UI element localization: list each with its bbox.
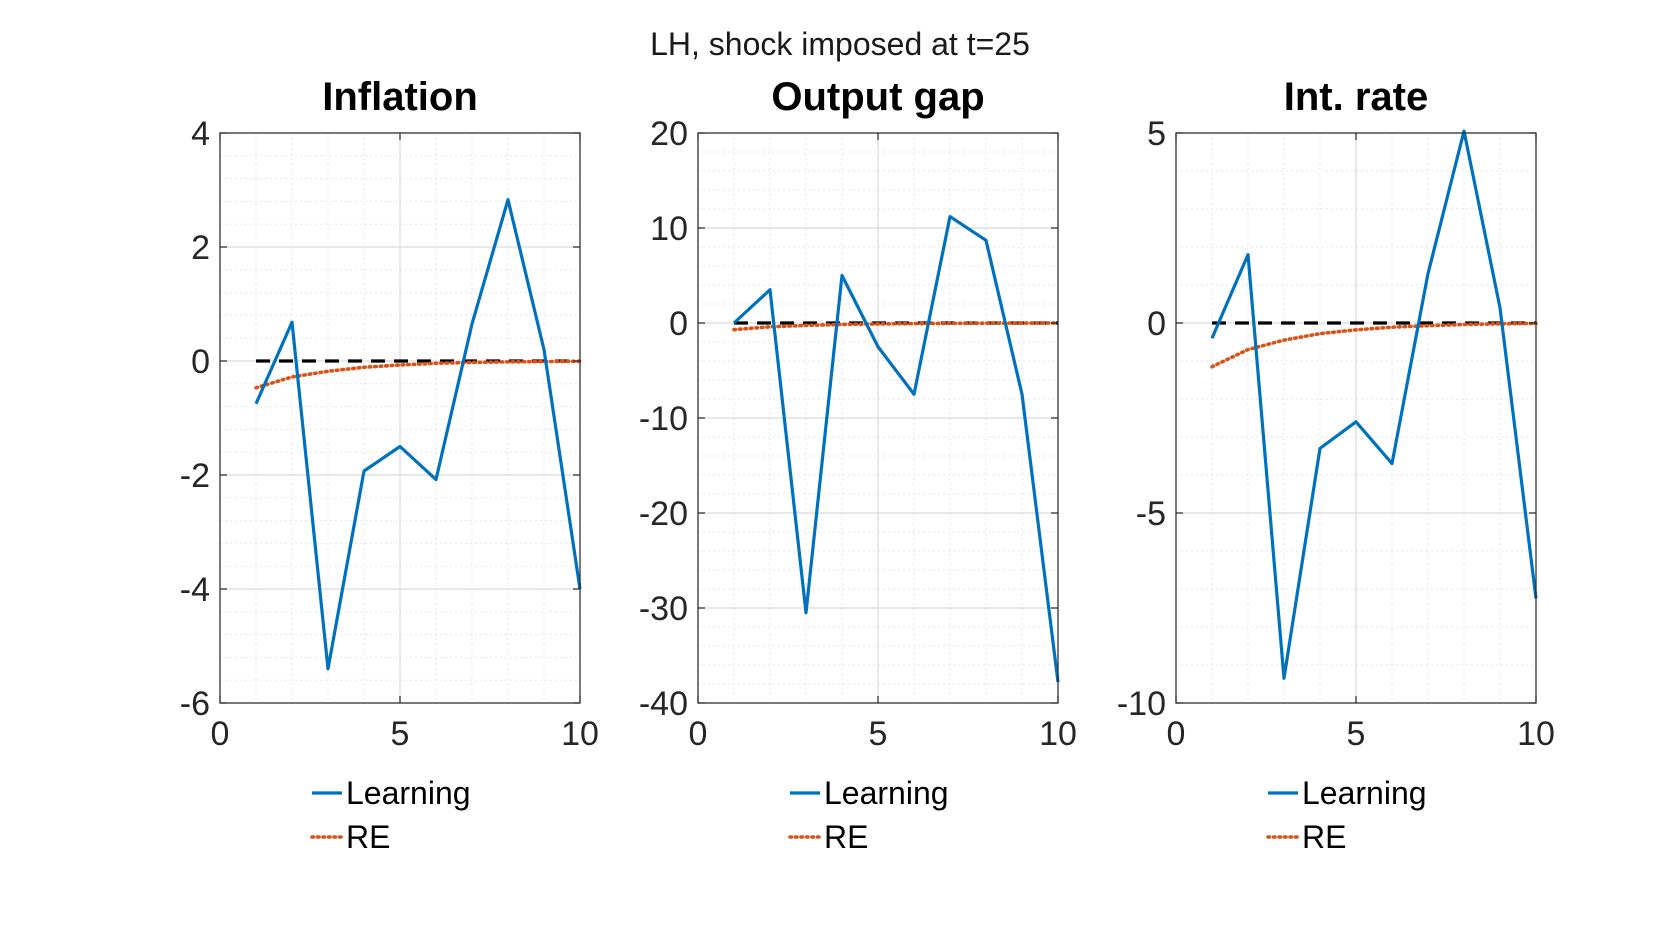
y-tick-label: 20 [650, 115, 688, 153]
y-tick-label: -30 [639, 590, 688, 628]
tick-marks [1175, 132, 1537, 704]
y-tick-label: -10 [639, 400, 688, 438]
y-tick-label: 4 [191, 115, 210, 153]
x-tick-label: 10 [1039, 715, 1077, 753]
series-line-learning [732, 215, 1060, 683]
x-tick-label: 0 [689, 715, 708, 753]
series-line-learning [1210, 129, 1538, 680]
y-tick-label: 0 [191, 343, 210, 381]
x-tick-label: 0 [1167, 715, 1186, 753]
panel-3: 0 5 10 -10 -5 0 5 Int. rate Learning RE [1117, 75, 1555, 855]
x-tick-label: 5 [391, 715, 410, 753]
x-tick-label: 5 [1347, 715, 1366, 753]
x-tick-label: 5 [869, 715, 888, 753]
panel-title: Output gap [771, 75, 984, 119]
x-tick-label: 10 [561, 715, 599, 753]
legend-label-learning: Learning [1302, 775, 1427, 811]
figure-title: LH, shock imposed at t=25 [650, 26, 1030, 62]
tick-marks [219, 132, 581, 704]
y-tick-label: -5 [1136, 495, 1166, 533]
panel-2: 0 5 10 -40 -30 -20 -10 0 10 20 Output gap Learning R… [639, 75, 1077, 855]
y-tick-label: 10 [650, 210, 688, 248]
panel-title: Int. rate [1284, 75, 1428, 119]
tick-marks [697, 132, 1059, 704]
panel-1: 0 5 10 -6 -4 -2 0 2 4 Inflation Learning RE [180, 75, 599, 855]
legend: Learning RE [788, 775, 949, 855]
y-tick-label: 5 [1147, 115, 1166, 153]
series-line-learning [254, 198, 582, 671]
panel-title: Inflation [322, 75, 478, 119]
legend-label-re: RE [824, 819, 868, 855]
x-tick-label: 10 [1517, 715, 1555, 753]
y-tick-label: -4 [180, 571, 210, 609]
x-tick-label: 0 [211, 715, 230, 753]
legend-label-learning: Learning [824, 775, 949, 811]
legend-label-re: RE [346, 819, 390, 855]
y-tick-label: 0 [669, 305, 688, 343]
series-line-re [1210, 321, 1538, 369]
y-tick-label: -10 [1117, 685, 1166, 723]
y-tick-label: -40 [639, 685, 688, 723]
y-tick-label: 2 [191, 229, 210, 267]
legend: Learning RE [1266, 775, 1427, 855]
legend-label-re: RE [1302, 819, 1346, 855]
y-tick-label: -2 [180, 457, 210, 495]
legend-label-learning: Learning [346, 775, 471, 811]
y-tick-label: 0 [1147, 305, 1166, 343]
y-tick-label: -6 [180, 685, 210, 723]
series-line-re [254, 359, 582, 390]
y-tick-label: -20 [639, 495, 688, 533]
legend: Learning RE [310, 775, 471, 855]
